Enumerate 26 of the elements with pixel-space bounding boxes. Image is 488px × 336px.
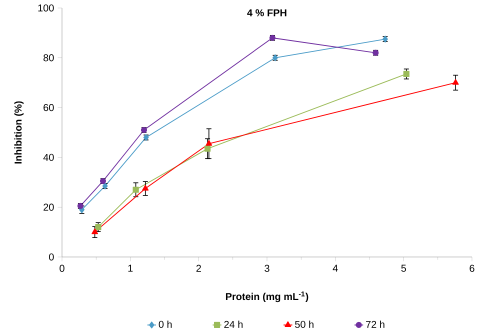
legend-label: 0 h (158, 320, 172, 328)
point (403, 70, 410, 78)
y-tick-label: 100 (38, 4, 54, 12)
x-tick-label: 2 (196, 264, 201, 272)
y-tick-label: 20 (44, 204, 54, 211)
point (452, 79, 459, 85)
x-tick-label: 1 (128, 264, 133, 272)
legend-label: 72 h (366, 320, 384, 328)
x-tick-label: 0 (60, 264, 64, 272)
point (142, 184, 149, 191)
y-axis-title: Inhibition (%) (14, 101, 24, 164)
point (204, 146, 211, 152)
legend-label: 24 h (224, 320, 243, 328)
legend-label: 50 h (295, 320, 314, 328)
y-tick-label: 60 (44, 104, 54, 112)
x-axis-title: Protein (mg mL$^{-1}$) (226, 292, 308, 302)
x-tick-label: 3 (264, 264, 270, 272)
x-tick-label: 6 (470, 264, 474, 272)
y-tick-label: 80 (44, 54, 54, 62)
chart-title: 4 % FPH (247, 9, 286, 16)
x-tick-label: 5 (401, 264, 406, 272)
point (206, 140, 212, 146)
y-tick-label: 0 (49, 253, 54, 261)
point (132, 186, 139, 193)
x-tick-label: 4 (332, 264, 338, 272)
y-tick-label: 40 (43, 154, 54, 161)
